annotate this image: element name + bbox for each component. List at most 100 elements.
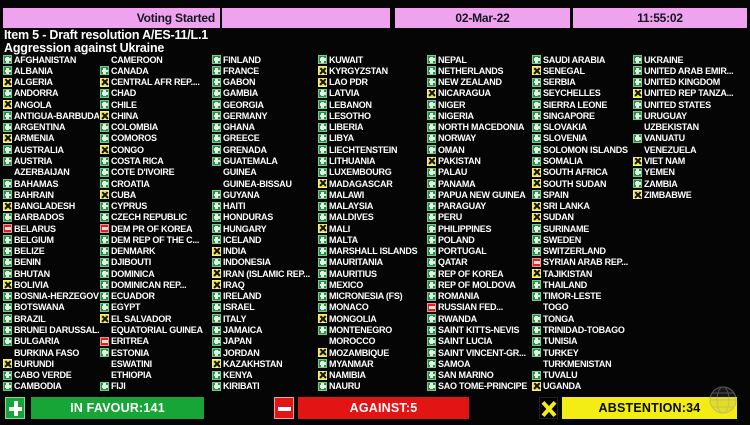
country-name: MAURITANIA xyxy=(329,257,383,268)
country-name: VENEZUELA xyxy=(644,144,697,155)
in-favour-plus-icon xyxy=(100,257,109,267)
country-name: CABO VERDE xyxy=(14,370,72,381)
country-name: MICRONESIA (FS) xyxy=(329,291,403,302)
abstention-x-icon xyxy=(532,66,541,76)
country-name: THAILAND xyxy=(543,279,587,290)
country-name: HONDURAS xyxy=(223,212,274,223)
country-name: SURINAME xyxy=(543,223,590,234)
against-minus-icon xyxy=(532,257,541,267)
country-name: OMAN xyxy=(438,144,465,155)
country-row: KENYA xyxy=(212,369,317,380)
in-favour-plus-icon xyxy=(318,269,327,279)
country-name: TIMOR-LESTE xyxy=(543,291,602,302)
in-favour-plus-icon xyxy=(633,133,642,143)
in-favour-plus-icon xyxy=(318,145,327,155)
in-favour-plus-icon xyxy=(532,100,541,110)
country-row: SAUDI ARABIA xyxy=(532,54,632,65)
in-favour-plus-icon xyxy=(3,55,12,65)
country-row: SIERRA LEONE xyxy=(532,99,632,110)
in-favour-plus-icon xyxy=(427,359,436,369)
country-name: LESOTHO xyxy=(329,110,371,121)
country-name: VIET NAM xyxy=(644,156,686,167)
in-favour-plus-icon xyxy=(532,133,541,143)
in-favour-plus-icon xyxy=(532,55,541,65)
country-row: DOMINICA xyxy=(100,268,211,279)
country-row: BRAZIL xyxy=(3,313,99,324)
country-name: TUVALU xyxy=(543,370,578,381)
country-name: SAMOA xyxy=(438,358,471,369)
country-name: TOGO xyxy=(543,302,569,313)
in-favour-plus-icon xyxy=(100,348,109,358)
country-name: HUNGARY xyxy=(223,223,267,234)
country-row: BELGIUM xyxy=(3,234,99,245)
country-name: COMOROS xyxy=(111,133,157,144)
country-row: KUWAIT xyxy=(318,54,426,65)
country-name: ERITREA xyxy=(111,336,149,347)
country-name: CANADA xyxy=(111,65,149,76)
no-vote-blank xyxy=(532,359,541,368)
country-name: MOZAMBIQUE xyxy=(329,347,389,358)
country-name: ARMENIA xyxy=(14,133,55,144)
country-column-4: KUWAIT KYRGYZSTAN LAO PDR LATVIA LEBANON LESO… xyxy=(318,54,426,392)
country-name: DOMINICA xyxy=(111,268,155,279)
country-name: PALAU xyxy=(438,167,468,178)
country-name: ISRAEL xyxy=(223,302,255,313)
no-vote-blank xyxy=(3,168,12,177)
abstention-x-icon xyxy=(427,88,436,98)
in-favour-plus-icon xyxy=(212,66,221,76)
country-name: AZERBAIJAN xyxy=(14,167,70,178)
country-row: VIET NAM xyxy=(633,155,747,166)
country-row: LAO PDR xyxy=(318,77,426,88)
country-row: SOLOMON ISLANDS xyxy=(532,144,632,155)
country-row: MONTENEGRO xyxy=(318,324,426,335)
country-name: UNITED STATES xyxy=(644,99,711,110)
country-name: CONGO xyxy=(111,144,144,155)
in-favour-plus-icon xyxy=(427,348,436,358)
country-name: ARGENTINA xyxy=(14,122,66,133)
country-name: TONGA xyxy=(543,313,575,324)
country-name: MALAYSIA xyxy=(329,201,374,212)
in-favour-plus-icon xyxy=(212,88,221,98)
in-favour-plus-icon xyxy=(318,133,327,143)
country-name: SLOVENIA xyxy=(543,133,588,144)
abstention-x-icon xyxy=(212,280,221,290)
country-row: CHINA xyxy=(100,110,211,121)
country-name: NICARAGUA xyxy=(438,88,491,99)
in-favour-plus-icon xyxy=(3,88,12,98)
country-name: ANGOLA xyxy=(14,99,52,110)
in-favour-plus-icon xyxy=(318,88,327,98)
country-name: GAMBIA xyxy=(223,88,258,99)
country-name: LIECHTENSTEIN xyxy=(329,144,398,155)
country-name: NAURU xyxy=(329,381,361,392)
country-name: BRAZIL xyxy=(14,313,46,324)
country-name: SOLOMON ISLANDS xyxy=(543,144,628,155)
abstention-x-icon xyxy=(532,179,541,189)
country-name: BOTSWANA xyxy=(14,302,65,313)
country-name: YEMEN xyxy=(644,167,675,178)
country-row: SAN MARINO xyxy=(427,369,531,380)
country-row: PORTUGAL xyxy=(427,246,531,257)
in-favour-plus-icon xyxy=(212,100,221,110)
country-name: UKRAINE xyxy=(644,54,684,65)
country-row: GREECE xyxy=(212,133,317,144)
in-favour-plus-icon xyxy=(212,133,221,143)
in-favour-plus-icon xyxy=(100,167,109,177)
country-name: BANGLADESH xyxy=(14,201,76,212)
in-favour-plus-icon xyxy=(100,381,109,391)
in-favour-plus-icon xyxy=(318,122,327,132)
country-name: BELARUS xyxy=(14,223,56,234)
abstention-x-icon xyxy=(318,179,327,189)
country-row: COSTA RICA xyxy=(100,155,211,166)
no-vote-blank xyxy=(633,145,642,154)
in-favour-plus-icon xyxy=(427,111,436,121)
in-favour-plus-icon xyxy=(427,145,436,155)
country-row: BURUNDI xyxy=(3,358,99,369)
country-name: COSTA RICA xyxy=(111,156,164,167)
no-vote-blank xyxy=(212,168,221,177)
country-row: PARAGUAY xyxy=(427,200,531,211)
abstention-x-icon xyxy=(3,359,12,369)
in-favour-plus-icon xyxy=(212,257,221,267)
in-favour-plus-icon xyxy=(318,291,327,301)
country-name: COTE D'IVOIRE xyxy=(111,167,175,178)
country-name: REP OF MOLDOVA xyxy=(438,279,516,290)
